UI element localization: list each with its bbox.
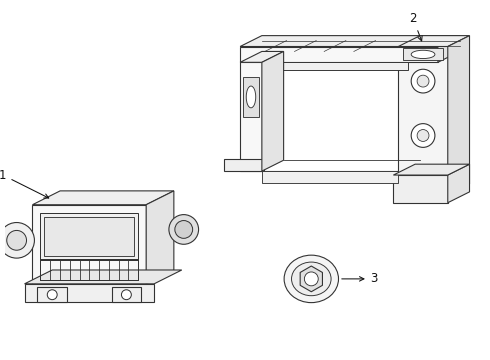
Polygon shape: [393, 164, 469, 175]
Circle shape: [122, 290, 131, 300]
Polygon shape: [44, 217, 134, 256]
Circle shape: [411, 69, 435, 93]
Circle shape: [175, 221, 193, 238]
Polygon shape: [398, 36, 469, 46]
Polygon shape: [32, 191, 174, 205]
Ellipse shape: [284, 255, 339, 303]
Circle shape: [7, 230, 26, 250]
Text: 2: 2: [410, 12, 422, 41]
Polygon shape: [448, 36, 469, 195]
Circle shape: [304, 272, 318, 286]
Circle shape: [411, 123, 435, 147]
Ellipse shape: [411, 50, 435, 59]
Polygon shape: [393, 175, 448, 203]
Polygon shape: [262, 171, 398, 183]
Polygon shape: [448, 164, 469, 203]
Circle shape: [417, 75, 429, 87]
Polygon shape: [24, 284, 154, 302]
Polygon shape: [403, 49, 443, 60]
Text: 3: 3: [342, 273, 378, 285]
Circle shape: [417, 130, 429, 141]
Polygon shape: [224, 159, 264, 171]
Polygon shape: [240, 51, 284, 62]
Polygon shape: [243, 77, 259, 117]
Polygon shape: [112, 287, 141, 302]
Circle shape: [169, 215, 198, 244]
Polygon shape: [262, 51, 284, 171]
Polygon shape: [270, 62, 408, 70]
Polygon shape: [32, 205, 146, 284]
Ellipse shape: [246, 86, 256, 108]
Polygon shape: [37, 287, 67, 302]
Polygon shape: [240, 46, 438, 62]
Polygon shape: [240, 36, 460, 46]
Circle shape: [0, 222, 34, 258]
Polygon shape: [24, 270, 182, 284]
Polygon shape: [398, 46, 448, 195]
Polygon shape: [300, 266, 322, 292]
Polygon shape: [240, 62, 262, 171]
Text: 1: 1: [0, 168, 49, 198]
Polygon shape: [40, 213, 138, 260]
Ellipse shape: [292, 262, 331, 296]
Circle shape: [47, 290, 57, 300]
Polygon shape: [146, 191, 174, 284]
Polygon shape: [438, 36, 460, 62]
